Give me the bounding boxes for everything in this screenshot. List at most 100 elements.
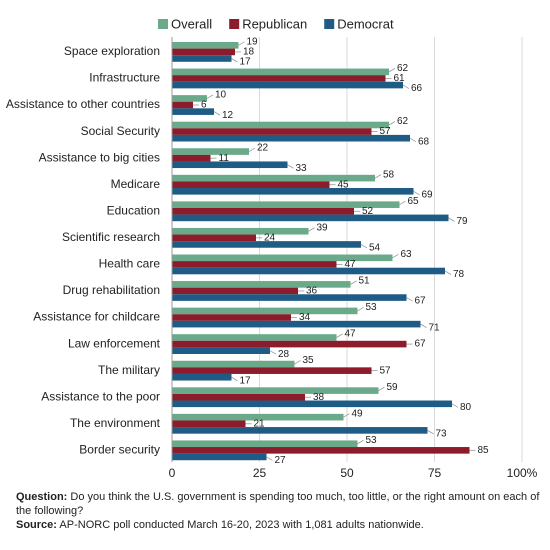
bar <box>172 148 249 155</box>
data-label: 69 <box>422 189 434 200</box>
bar <box>172 360 295 368</box>
label-leader <box>409 137 417 143</box>
label-leader <box>448 217 455 222</box>
bar <box>172 214 449 222</box>
label-leader <box>451 403 459 408</box>
y-tick-label: Education <box>107 203 160 217</box>
data-label: 28 <box>278 349 290 360</box>
data-label: 57 <box>380 365 392 376</box>
bar <box>172 234 256 242</box>
label-leader <box>378 386 385 391</box>
bar <box>172 227 309 235</box>
footnote-label: Question: <box>16 491 68 503</box>
bar <box>172 188 414 195</box>
label-leader <box>406 297 413 302</box>
label-leader <box>287 164 294 169</box>
data-label: 34 <box>299 312 311 323</box>
bar <box>172 453 267 461</box>
label-leader <box>308 227 315 232</box>
bar <box>172 420 246 428</box>
y-tick-label: Assistance to the poor <box>41 389 160 403</box>
bar <box>172 387 379 394</box>
bar <box>172 207 354 215</box>
bar <box>172 334 337 341</box>
footnote: Question: Do you think the U.S. governme… <box>16 490 541 518</box>
bar <box>172 440 358 448</box>
label-leader <box>392 253 399 259</box>
label-leader <box>357 307 364 312</box>
data-label: 45 <box>338 179 350 190</box>
label-leader <box>402 84 410 89</box>
bar <box>172 413 344 421</box>
footnote: Source: AP-NORC poll conducted March 16-… <box>16 518 541 532</box>
footnote-text: Do you think the U.S. government is spen… <box>16 491 540 517</box>
data-label: 10 <box>215 90 227 101</box>
label-leader <box>444 270 452 275</box>
bar <box>172 108 214 115</box>
label-leader <box>388 121 396 126</box>
label-leader <box>420 323 427 328</box>
data-label: 11 <box>219 153 230 164</box>
y-tick-label: Medicare <box>111 177 161 191</box>
data-label: 54 <box>369 243 381 254</box>
data-label: 12 <box>222 110 234 121</box>
bar <box>172 267 445 275</box>
label-leader <box>238 41 245 46</box>
data-label: 22 <box>257 143 269 154</box>
bar <box>172 95 207 102</box>
bar <box>172 447 470 454</box>
label-leader <box>360 244 368 249</box>
label-leader <box>231 376 238 382</box>
label-leader <box>294 360 301 365</box>
label-leader <box>206 94 214 99</box>
bar <box>172 55 232 62</box>
legend-label: Republican <box>242 16 307 31</box>
chart: 0 25 50 75 100% Overall Republican Democrat Spac… <box>6 16 538 480</box>
x-tick-label: 25 <box>253 466 267 480</box>
y-tick-label: Infrastructure <box>89 71 160 85</box>
data-label: 68 <box>418 136 430 147</box>
bar <box>172 134 410 142</box>
data-label: 52 <box>362 206 374 217</box>
x-tick-label: 50 <box>340 466 354 480</box>
label-leader <box>427 430 434 435</box>
data-label: 53 <box>366 302 378 313</box>
bar <box>172 154 211 162</box>
label-leader <box>266 456 273 461</box>
bar <box>172 340 407 348</box>
data-label: 38 <box>313 392 325 403</box>
data-label: 47 <box>345 329 357 340</box>
data-label: 67 <box>415 296 427 307</box>
data-label: 49 <box>352 408 364 419</box>
label-leader <box>248 147 256 152</box>
y-tick-label: The military <box>98 363 160 377</box>
data-label: 65 <box>408 196 420 207</box>
data-label: 17 <box>240 57 252 68</box>
data-label: 78 <box>453 269 465 280</box>
y-tick-label: Assistance to big cities <box>39 150 160 164</box>
data-label: 33 <box>296 163 308 174</box>
data-label: 24 <box>264 232 276 243</box>
bar <box>172 128 372 135</box>
data-label: 58 <box>383 169 395 180</box>
bar <box>172 287 298 295</box>
legend-label: Democrat <box>337 16 394 31</box>
y-tick-label: Health care <box>99 257 161 271</box>
data-label: 80 <box>460 402 472 413</box>
data-label: 27 <box>275 455 287 466</box>
bar <box>172 314 291 321</box>
y-tick-label: Assistance to other countries <box>6 97 160 111</box>
legend-swatch <box>229 19 240 29</box>
data-label: 18 <box>243 47 255 58</box>
data-label: 36 <box>306 286 318 297</box>
label-leader <box>336 333 343 338</box>
bar <box>172 320 421 328</box>
legend-swatch <box>158 19 168 29</box>
data-label: 66 <box>411 83 423 94</box>
footnote-label: Source: <box>16 519 57 531</box>
x-tick-label: 0 <box>169 466 176 480</box>
label-leader <box>343 413 350 418</box>
bar <box>172 347 270 354</box>
y-tick-label: Social Security <box>81 124 160 138</box>
